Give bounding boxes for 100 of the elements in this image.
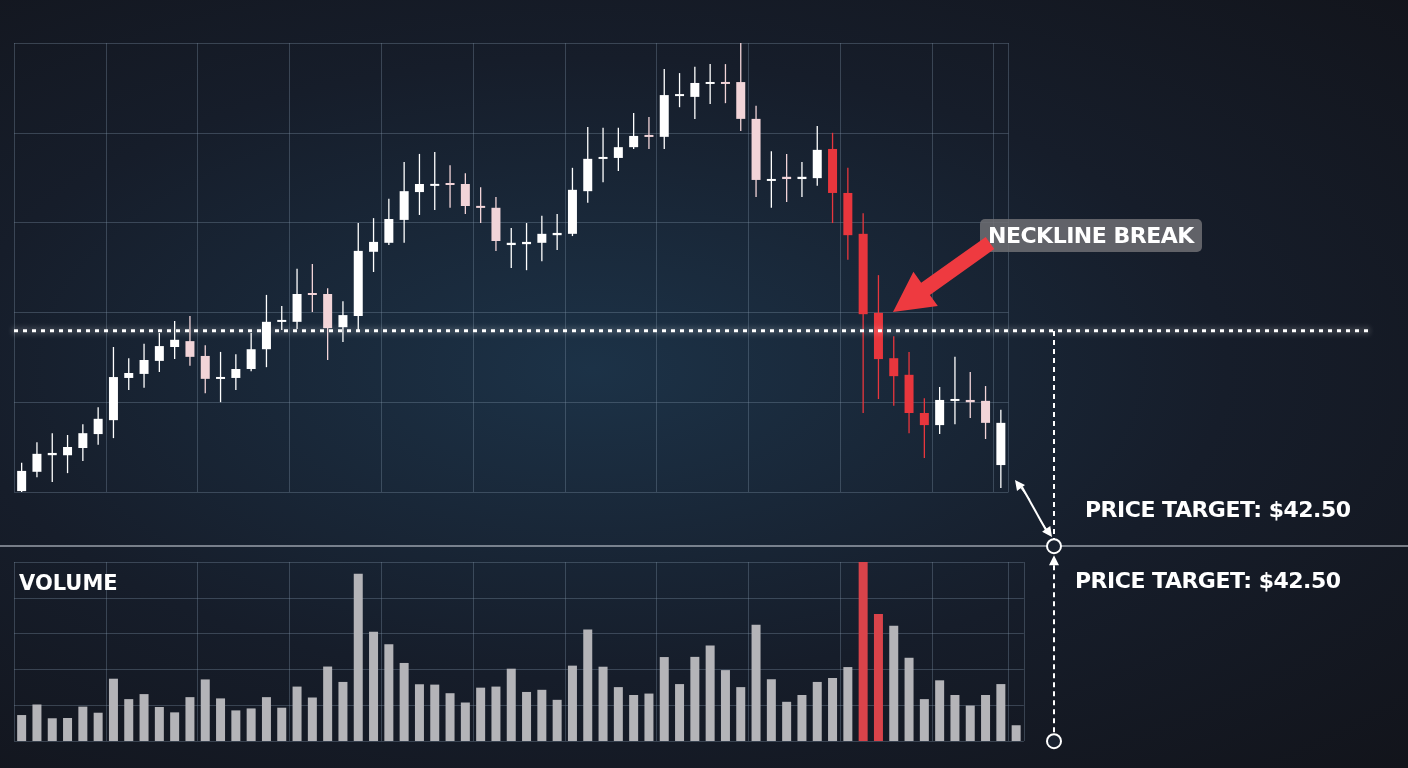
candlestick [889, 335, 899, 407]
bar [705, 645, 715, 741]
candlestick [414, 153, 424, 216]
bar [506, 668, 516, 741]
candlestick [981, 385, 991, 440]
candlestick [598, 127, 608, 183]
bar [889, 625, 899, 741]
candlestick [476, 186, 486, 224]
candlestick [369, 217, 379, 273]
bar [583, 629, 593, 741]
bar [766, 679, 776, 741]
bar [307, 697, 317, 741]
bar [261, 697, 271, 741]
candlestick [506, 227, 516, 269]
candlestick [139, 343, 149, 389]
candlestick [124, 357, 134, 391]
bar [1011, 725, 1021, 741]
bar [797, 695, 807, 741]
bar [17, 715, 27, 741]
candlestick [445, 164, 455, 209]
bar [675, 684, 685, 741]
bar [32, 704, 42, 741]
candlestick [430, 151, 440, 211]
bar [78, 706, 88, 741]
bar [246, 708, 256, 741]
bar [231, 710, 241, 741]
candlestick [965, 371, 975, 419]
candlestick [782, 153, 792, 203]
bar [369, 631, 379, 741]
candlestick [63, 434, 73, 474]
candlestick [185, 315, 195, 367]
bar [353, 573, 363, 741]
bar [828, 677, 838, 741]
chart-title: VOLUME [19, 570, 118, 595]
candlestick [552, 213, 562, 251]
text: PRICE TARGET: $42.50 [1085, 497, 1351, 522]
bar [996, 684, 1006, 741]
candlestick [797, 161, 807, 198]
bar [843, 667, 853, 741]
candlestick [78, 423, 88, 462]
bar [537, 689, 547, 741]
bar [277, 707, 287, 741]
candlestick [644, 116, 654, 150]
candlestick [522, 222, 532, 271]
candlestick [231, 353, 241, 391]
bar [644, 693, 654, 741]
bar [185, 697, 195, 741]
bar [598, 666, 608, 741]
bar [690, 656, 700, 741]
bar [950, 695, 960, 741]
bar [292, 686, 302, 741]
bar [200, 679, 210, 741]
bar [782, 701, 792, 741]
bar [522, 691, 532, 741]
bar [124, 699, 134, 741]
bar [567, 665, 577, 741]
candlestick [705, 63, 715, 105]
bar [659, 657, 669, 741]
bar [476, 687, 486, 741]
candlestick [766, 150, 776, 209]
bar [736, 687, 746, 741]
bar [873, 614, 883, 741]
bar [93, 712, 103, 741]
bar [858, 562, 868, 741]
bar [629, 695, 639, 741]
bar [139, 694, 149, 741]
candlestick [277, 305, 287, 331]
candlestick [32, 441, 42, 478]
bar [414, 684, 424, 741]
text: PRICE TARGET: $42.50 [1075, 568, 1341, 593]
candlestick [200, 344, 210, 394]
bar [338, 681, 348, 741]
candlestick [460, 172, 470, 215]
candlestick [690, 66, 700, 120]
bar [445, 693, 455, 741]
bar [399, 662, 409, 741]
bar [904, 657, 914, 741]
bar [491, 686, 501, 741]
candlestick [675, 72, 685, 108]
candlestick [93, 406, 103, 446]
bar [108, 678, 118, 741]
candlestick [919, 397, 929, 459]
bar [613, 687, 623, 741]
candlestick [384, 198, 394, 246]
bar [323, 666, 333, 741]
bar [919, 699, 929, 741]
bar [552, 699, 562, 741]
candlestick [307, 263, 317, 313]
bar [751, 624, 761, 741]
bar [47, 718, 57, 741]
bar [430, 684, 440, 741]
candlestick [950, 356, 960, 425]
candlestick [613, 127, 623, 172]
bar [63, 717, 73, 741]
bar [216, 698, 226, 741]
bar [981, 695, 991, 741]
bar [384, 644, 394, 741]
candlestick [629, 112, 639, 150]
candlestick [216, 351, 226, 403]
bar [965, 705, 975, 741]
